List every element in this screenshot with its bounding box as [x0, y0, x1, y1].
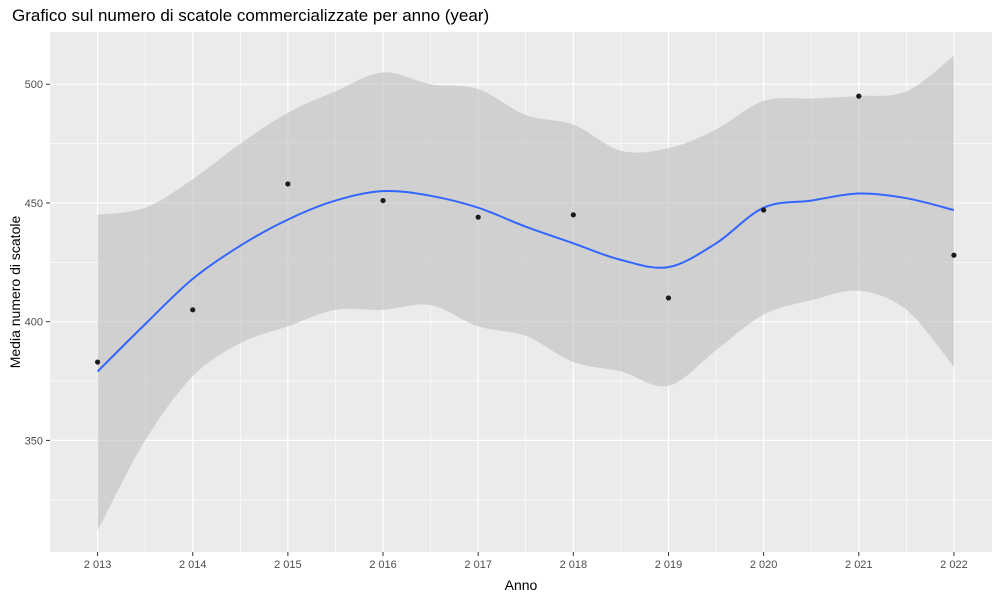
y-tick-label: 500: [25, 79, 43, 91]
x-axis-ticks: 2 013 2 014 2 015 2 016 2 017 2 018 2 019 2 020…: [84, 552, 968, 571]
y-tick-label: 350: [25, 435, 43, 447]
x-tick-label: 2 020: [750, 559, 778, 571]
data-point: [475, 214, 481, 220]
data-point: [570, 212, 576, 218]
smooth-line: [96, 189, 955, 373]
x-tick-label: 2 014: [179, 559, 207, 571]
x-tick-label: 2 013: [84, 559, 112, 571]
data-point: [190, 307, 196, 313]
y-tick-label: 450: [25, 198, 43, 210]
x-tick-label: 2 017: [464, 559, 492, 571]
x-tick-label: 2 016: [369, 559, 397, 571]
data-point: [380, 197, 386, 204]
data-point: [285, 181, 291, 187]
data-point: [951, 252, 957, 258]
x-tick-label: 2 022: [940, 559, 968, 571]
chart-title: Grafico sul numero di scatole commercial…: [12, 6, 490, 25]
x-tick-label: 2 018: [560, 559, 588, 571]
y-axis-title: Media numero di scatole: [7, 216, 23, 369]
x-tick-label: 2 019: [655, 559, 683, 571]
y-axis-ticks: 350 400 450 500: [25, 79, 50, 447]
confidence-band: [97, 55, 954, 531]
data-point: [856, 93, 862, 99]
x-tick-label: 2 021: [845, 559, 873, 571]
data-point: [665, 295, 672, 301]
data-point: [94, 359, 101, 365]
data-points: [94, 93, 957, 365]
y-tick-label: 400: [25, 317, 43, 329]
x-axis-title: Anno: [505, 577, 538, 593]
x-tick-label: 2 015: [274, 559, 302, 571]
data-point: [761, 207, 767, 213]
